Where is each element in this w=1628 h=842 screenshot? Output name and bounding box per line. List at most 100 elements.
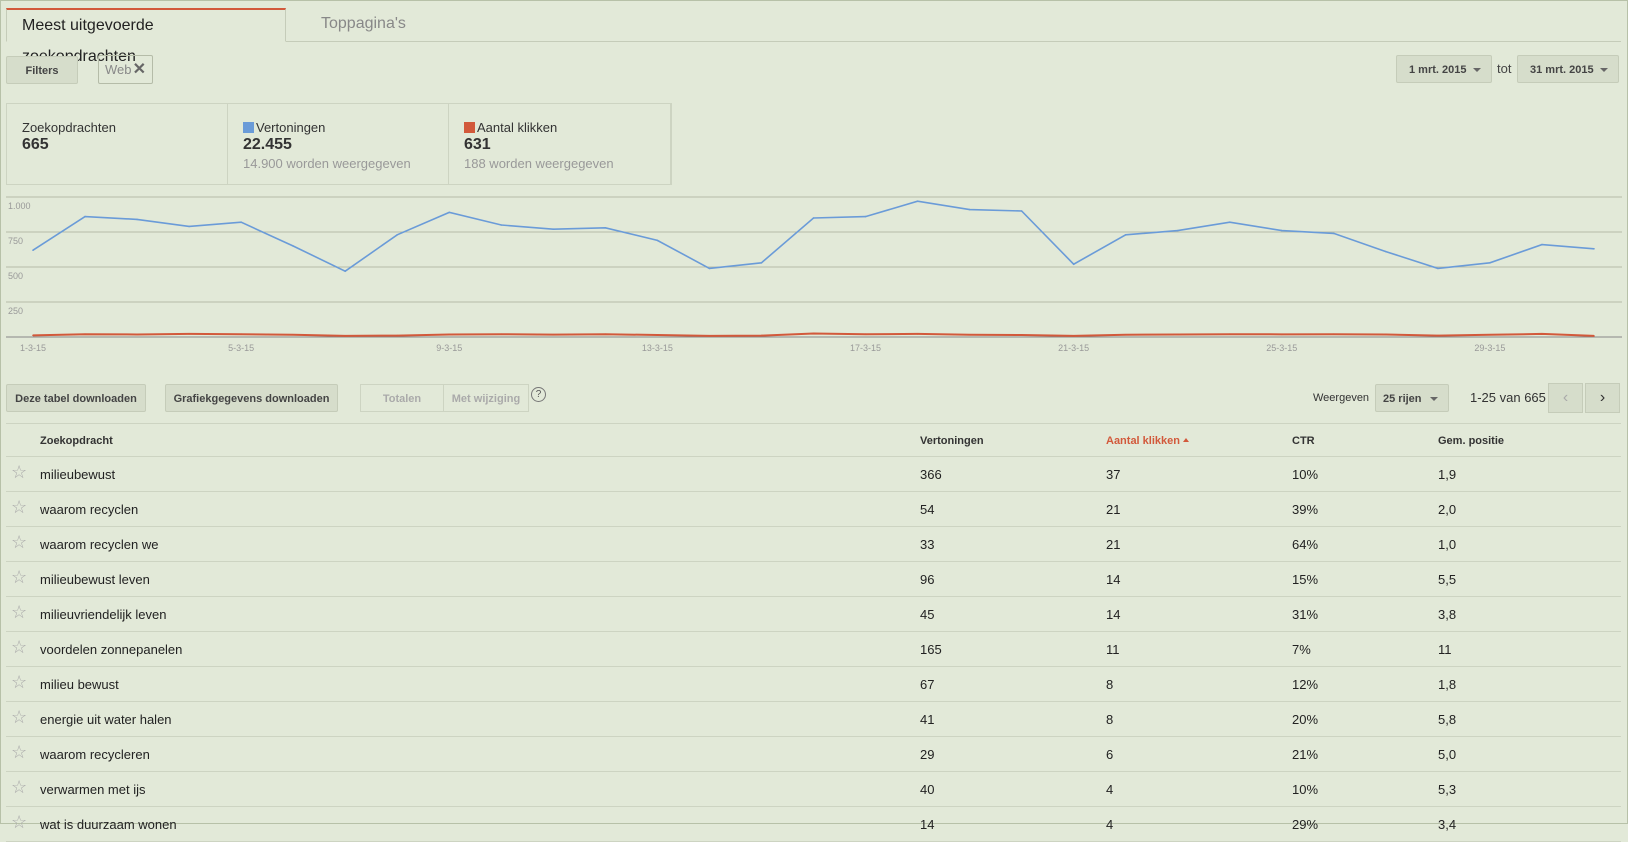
- data-point: [1385, 250, 1387, 253]
- cell-query[interactable]: energie uit water halen: [40, 712, 172, 727]
- star-icon[interactable]: ☆: [11, 602, 28, 622]
- star-icon[interactable]: ☆: [11, 567, 28, 587]
- table-row[interactable]: ☆ wat is duurzaam wonen 14 4 29% 3,4: [6, 807, 1621, 842]
- data-point: [1385, 333, 1387, 336]
- download-chart-data-button[interactable]: Grafiekgegevens downloaden: [165, 384, 338, 412]
- data-point: [1176, 333, 1179, 336]
- cell-query[interactable]: waarom recyclen we: [40, 537, 159, 552]
- start-date-dropdown[interactable]: 1 mrt. 2015: [1396, 55, 1492, 83]
- y-tick-label: 250: [8, 306, 23, 316]
- table-row[interactable]: ☆ voordelen zonnepanelen 165 11 7% 11: [6, 632, 1621, 667]
- cell-ctr: 7%: [1292, 642, 1311, 657]
- chevron-right-icon: ›: [1599, 389, 1606, 406]
- cell-ctr: 31%: [1292, 607, 1319, 622]
- table-row[interactable]: ☆ milieu bewust 67 8 12% 1,8: [6, 667, 1621, 702]
- data-point: [1072, 263, 1075, 265]
- cell-query[interactable]: voordelen zonnepanelen: [40, 642, 183, 657]
- data-point: [1593, 335, 1595, 337]
- summary-impressions-value: 22.455: [243, 136, 292, 153]
- cell-impressions: 96: [920, 572, 935, 587]
- x-tick-label: 25-3-15: [1266, 343, 1297, 353]
- cell-ctr: 29%: [1292, 817, 1319, 832]
- cell-clicks: 8: [1106, 712, 1114, 727]
- end-date-label: 31 mrt. 2015: [1530, 64, 1594, 76]
- data-point: [1333, 333, 1335, 335]
- star-icon[interactable]: ☆: [11, 532, 28, 552]
- with-change-toggle[interactable]: Met wijziging: [443, 384, 529, 412]
- summary-clicks[interactable]: Aantal klikken 631 188 worden weergegeve…: [449, 104, 671, 184]
- cell-ctr: 21%: [1292, 747, 1319, 762]
- chevron-down-icon: [1600, 68, 1608, 72]
- cell-query[interactable]: waarom recyclen: [40, 502, 139, 517]
- star-icon[interactable]: ☆: [11, 812, 28, 832]
- cell-query[interactable]: milieubewust leven: [40, 572, 150, 587]
- data-point: [604, 227, 607, 229]
- prev-page-button[interactable]: ‹: [1548, 383, 1583, 413]
- data-point: [240, 333, 242, 335]
- data-point: [1333, 232, 1335, 235]
- table-row[interactable]: ☆ verwarmen met ijs 40 4 10% 5,3: [6, 772, 1621, 807]
- end-date-dropdown[interactable]: 31 mrt. 2015: [1517, 55, 1619, 83]
- cell-query[interactable]: milieu bewust: [40, 677, 119, 692]
- header-ctr[interactable]: CTR: [1292, 435, 1315, 447]
- clicks-swatch-icon[interactable]: [464, 122, 475, 133]
- cell-clicks: 14: [1106, 607, 1121, 622]
- data-point: [1124, 234, 1127, 236]
- filter-chip-web[interactable]: Web ✕: [98, 55, 153, 84]
- summary-impressions[interactable]: Vertoningen 22.455 14.900 worden weergeg…: [228, 104, 449, 184]
- cell-ctr: 39%: [1292, 502, 1319, 517]
- table-row[interactable]: ☆ waarom recycleren 29 6 21% 5,0: [6, 737, 1621, 772]
- star-icon[interactable]: ☆: [11, 497, 28, 517]
- data-point: [1124, 333, 1127, 336]
- cell-query[interactable]: milieubewust: [40, 467, 116, 482]
- data-point: [344, 270, 347, 272]
- table-row[interactable]: ☆ waarom recyclen 54 21 39% 2,0: [6, 492, 1621, 527]
- performance-chart: 1.000 750 500 250 1-3-15 5-3-15 9-3-15 13-3-15 1…: [6, 196, 1622, 353]
- data-point: [136, 218, 138, 221]
- cell-query[interactable]: wat is duurzaam wonen: [40, 817, 177, 832]
- star-icon[interactable]: ☆: [11, 742, 28, 762]
- rows-per-page-select[interactable]: 25 rijen: [1375, 384, 1449, 412]
- star-icon[interactable]: ☆: [11, 672, 28, 692]
- header-query[interactable]: Zoekopdracht: [40, 435, 113, 447]
- star-icon[interactable]: ☆: [11, 707, 28, 727]
- table-row[interactable]: ☆ milieubewust 366 37 10% 1,9: [6, 457, 1621, 492]
- tab-top-pages[interactable]: Toppagina's: [321, 15, 406, 32]
- filter-chip-label: Web: [105, 62, 132, 77]
- data-point: [1437, 334, 1439, 337]
- cell-position: 5,0: [1438, 747, 1457, 762]
- star-icon[interactable]: ☆: [11, 637, 28, 657]
- next-page-button[interactable]: ›: [1585, 383, 1620, 413]
- table-row[interactable]: ☆ waarom recyclen we 33 21 64% 1,0: [6, 527, 1621, 562]
- data-point: [864, 215, 867, 218]
- x-tick-label: 21-3-15: [1058, 343, 1089, 353]
- tab-top-queries[interactable]: Meest uitgevoerde zoekopdrachten: [6, 8, 286, 65]
- download-table-button[interactable]: Deze tabel downloaden: [6, 384, 146, 412]
- x-tick-label: 17-3-15: [850, 343, 881, 353]
- totals-toggle[interactable]: Totalen: [360, 384, 444, 412]
- data-point: [812, 332, 815, 335]
- filters-button[interactable]: Filters: [6, 56, 78, 84]
- star-icon[interactable]: ☆: [11, 462, 28, 482]
- data-point: [188, 225, 190, 228]
- data-point: [656, 239, 659, 242]
- summary-panel: Zoekopdrachten 665 Vertoningen 22.455 14…: [6, 103, 672, 185]
- help-icon[interactable]: ?: [531, 387, 546, 402]
- table-row[interactable]: ☆ energie uit water halen 41 8 20% 5,8: [6, 702, 1621, 737]
- header-impressions[interactable]: Vertoningen: [920, 435, 984, 447]
- cell-ctr: 64%: [1292, 537, 1319, 552]
- cell-query[interactable]: verwarmen met ijs: [40, 782, 146, 797]
- header-clicks[interactable]: Aantal klikken: [1106, 435, 1189, 447]
- table-row[interactable]: ☆ milieubewust leven 96 14 15% 5,5: [6, 562, 1621, 597]
- cell-query[interactable]: milieuvriendelijk leven: [40, 607, 167, 622]
- star-icon[interactable]: ☆: [11, 777, 28, 797]
- x-tick-label: 9-3-15: [436, 343, 462, 353]
- cell-impressions: 366: [920, 467, 942, 482]
- close-icon[interactable]: ✕: [132, 61, 146, 78]
- cell-query[interactable]: waarom recycleren: [40, 747, 150, 762]
- table-body: ☆ milieubewust 366 37 10% 1,9 ☆ waarom recyclen…: [6, 457, 1621, 842]
- impressions-swatch-icon[interactable]: [243, 122, 254, 133]
- data-point: [1489, 333, 1491, 336]
- header-position[interactable]: Gem. positie: [1438, 435, 1505, 447]
- table-row[interactable]: ☆ milieuvriendelijk leven 45 14 31% 3,8: [6, 597, 1621, 632]
